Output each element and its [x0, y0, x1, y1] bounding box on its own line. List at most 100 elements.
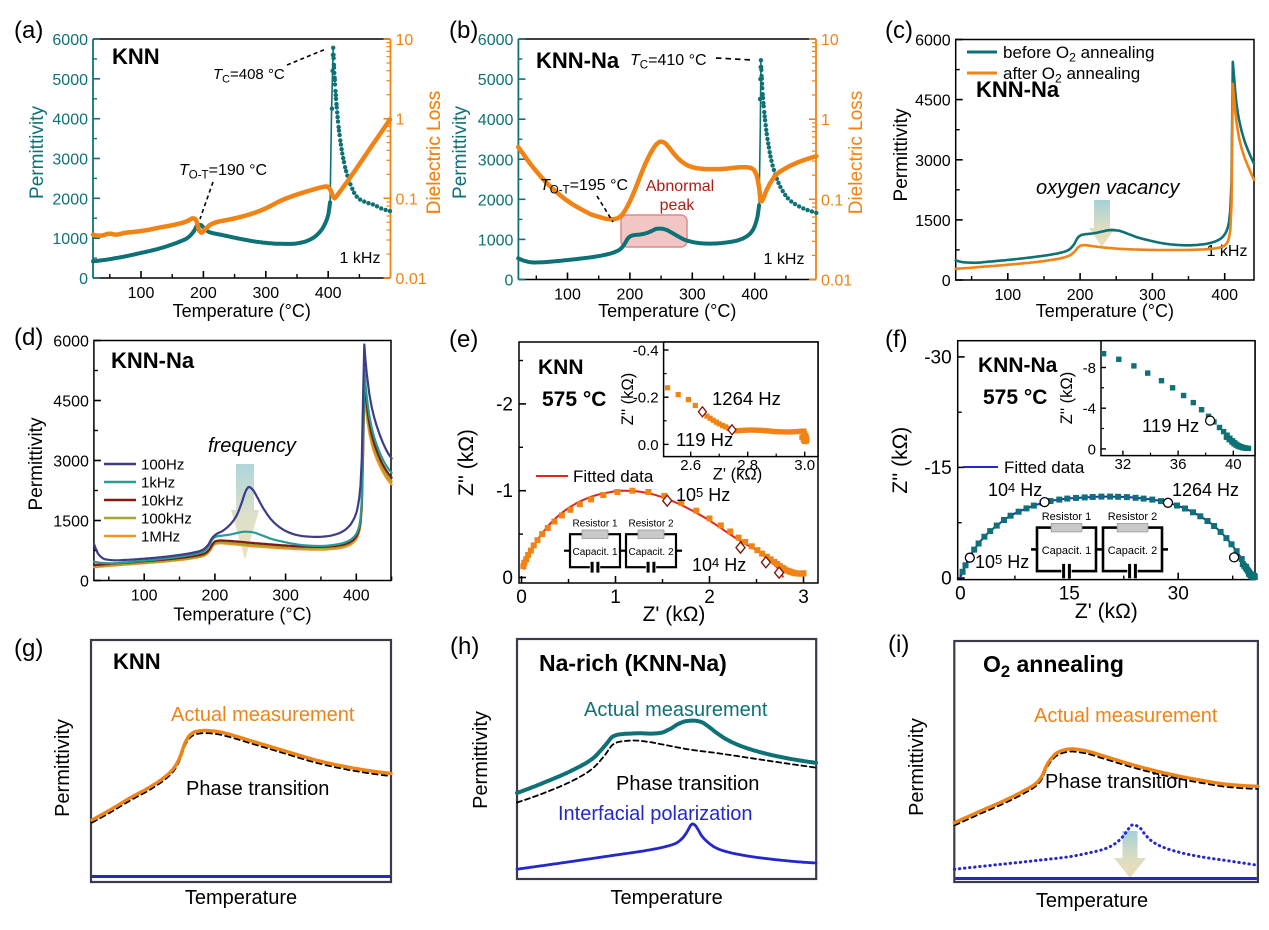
svg-text:TC​=410 °C: TC​=410 °C — [630, 52, 707, 72]
svg-text:0: 0 — [1088, 441, 1096, 458]
svg-text:0: 0 — [80, 574, 89, 591]
svg-text:TC​=408 °C: TC​=408 °C — [213, 66, 285, 85]
svg-text:3000: 3000 — [478, 152, 514, 169]
svg-text:104​ Hz: 104​ Hz — [692, 555, 746, 575]
svg-text:4000: 4000 — [478, 112, 514, 129]
svg-text:O2​ annealing: O2​ annealing — [983, 651, 1124, 681]
svg-text:100: 100 — [131, 588, 158, 605]
svg-text:105​ Hz: 105​ Hz — [676, 485, 730, 505]
svg-text:oxygen vacancy: oxygen vacancy — [1036, 177, 1180, 199]
svg-text:frequency: frequency — [208, 435, 297, 457]
svg-text:(i): (i) — [888, 631, 909, 658]
svg-text:32: 32 — [1115, 456, 1132, 473]
svg-text:KNN-Na: KNN-Na — [978, 354, 1058, 377]
svg-text:(f): (f) — [885, 326, 908, 353]
svg-text:Dielectric Loss: Dielectric Loss — [424, 91, 445, 215]
svg-text:400: 400 — [343, 588, 370, 605]
svg-text:Fitted data: Fitted data — [1004, 458, 1085, 477]
svg-text:3.0: 3.0 — [794, 457, 815, 474]
svg-text:5000: 5000 — [478, 72, 514, 89]
svg-text:6000: 6000 — [52, 32, 88, 49]
svg-text:100: 100 — [994, 287, 1021, 304]
svg-text:100Hz: 100Hz — [141, 457, 184, 474]
svg-text:Permittivity: Permittivity — [26, 417, 47, 510]
svg-text:0: 0 — [504, 273, 513, 290]
svg-text:KNN-Na: KNN-Na — [111, 348, 195, 373]
svg-text:KNN: KNN — [538, 356, 584, 379]
svg-text:Resistor 1: Resistor 1 — [572, 518, 617, 529]
svg-text:1 kHz: 1 kHz — [1207, 243, 1248, 260]
svg-text:575 °C: 575 °C — [983, 386, 1047, 409]
svg-text:100: 100 — [554, 287, 581, 304]
svg-text:1: 1 — [821, 112, 830, 129]
svg-text:Z'' (kΩ): Z'' (kΩ) — [619, 373, 637, 426]
svg-text:10: 10 — [821, 32, 839, 49]
svg-text:-8: -8 — [1083, 360, 1096, 377]
svg-text:(d): (d) — [14, 324, 43, 351]
svg-text:1000: 1000 — [52, 231, 88, 248]
svg-text:Resistor 1: Resistor 1 — [1042, 511, 1092, 523]
svg-text:Permittivity: Permittivity — [27, 106, 48, 199]
svg-text:Z' (kΩ): Z' (kΩ) — [1075, 600, 1138, 623]
svg-text:1MHz: 1MHz — [141, 529, 180, 546]
svg-text:1264 Hz: 1264 Hz — [712, 388, 781, 409]
svg-text:200: 200 — [1067, 287, 1094, 304]
svg-text:4000: 4000 — [52, 112, 88, 129]
svg-text:100: 100 — [128, 285, 155, 302]
svg-text:0: 0 — [942, 273, 951, 290]
svg-text:1: 1 — [396, 112, 405, 129]
svg-text:Permittivity: Permittivity — [906, 718, 928, 816]
svg-text:300: 300 — [1139, 287, 1166, 304]
svg-text:Permittivity: Permittivity — [891, 108, 912, 201]
svg-text:KNN-Na: KNN-Na — [976, 77, 1060, 102]
svg-text:Abnormal: Abnormal — [646, 178, 714, 195]
svg-text:(e): (e) — [449, 326, 478, 353]
svg-text:-0.4: -0.4 — [633, 343, 659, 360]
svg-text:2.8: 2.8 — [737, 457, 758, 474]
svg-text:KNN: KNN — [113, 649, 161, 674]
svg-text:TO-T​=190 °C: TO-T​=190 °C — [179, 162, 267, 182]
svg-text:Interfacial polarization: Interfacial polarization — [558, 803, 753, 825]
svg-text:3000: 3000 — [52, 152, 88, 169]
svg-text:peak: peak — [660, 197, 696, 214]
svg-text:105​ Hz: 105​ Hz — [975, 552, 1029, 572]
svg-text:119 Hz: 119 Hz — [1142, 415, 1199, 436]
svg-text:Capacit. 2: Capacit. 2 — [1108, 545, 1158, 557]
svg-text:Phase transition: Phase transition — [616, 773, 759, 795]
svg-text:Capacit. 1: Capacit. 1 — [572, 547, 617, 558]
svg-text:TO-T​=195 °C: TO-T​=195 °C — [540, 177, 628, 197]
svg-text:-2: -2 — [496, 394, 513, 415]
svg-text:Temperature (°C): Temperature (°C) — [1036, 301, 1174, 321]
svg-text:10kHz: 10kHz — [141, 493, 184, 510]
svg-text:30: 30 — [1168, 584, 1189, 605]
svg-text:1 kHz: 1 kHz — [764, 251, 805, 268]
svg-text:36: 36 — [1170, 456, 1187, 473]
svg-text:4500: 4500 — [53, 394, 89, 411]
svg-text:1264 Hz: 1264 Hz — [1172, 480, 1239, 500]
svg-text:-4: -4 — [1083, 401, 1096, 418]
svg-text:3000: 3000 — [915, 153, 951, 170]
svg-text:200: 200 — [190, 285, 217, 302]
svg-text:1000: 1000 — [478, 232, 514, 249]
svg-text:Permittivity: Permittivity — [450, 106, 471, 199]
svg-text:400: 400 — [1211, 287, 1238, 304]
svg-text:(c): (c) — [885, 17, 913, 44]
svg-text:Z'' (kΩ): Z'' (kΩ) — [1058, 372, 1076, 425]
svg-text:40: 40 — [1225, 456, 1242, 473]
svg-text:Actual measurement: Actual measurement — [1034, 705, 1218, 727]
svg-text:-30: -30 — [924, 347, 951, 368]
svg-text:3000: 3000 — [53, 454, 89, 471]
svg-text:(a): (a) — [14, 17, 43, 44]
svg-text:Capacit. 2: Capacit. 2 — [628, 547, 673, 558]
svg-text:0.0: 0.0 — [638, 437, 659, 454]
svg-text:1: 1 — [610, 587, 621, 608]
svg-text:0.1: 0.1 — [396, 191, 418, 208]
svg-text:-15: -15 — [924, 458, 951, 479]
svg-text:0.01: 0.01 — [396, 271, 427, 288]
svg-text:1 kHz: 1 kHz — [340, 250, 381, 267]
svg-text:Permittivity: Permittivity — [470, 711, 492, 809]
svg-text:Dielectric Loss: Dielectric Loss — [424, 91, 445, 215]
svg-text:100kHz: 100kHz — [141, 511, 192, 528]
svg-text:300: 300 — [252, 285, 279, 302]
svg-text:0: 0 — [516, 587, 527, 608]
